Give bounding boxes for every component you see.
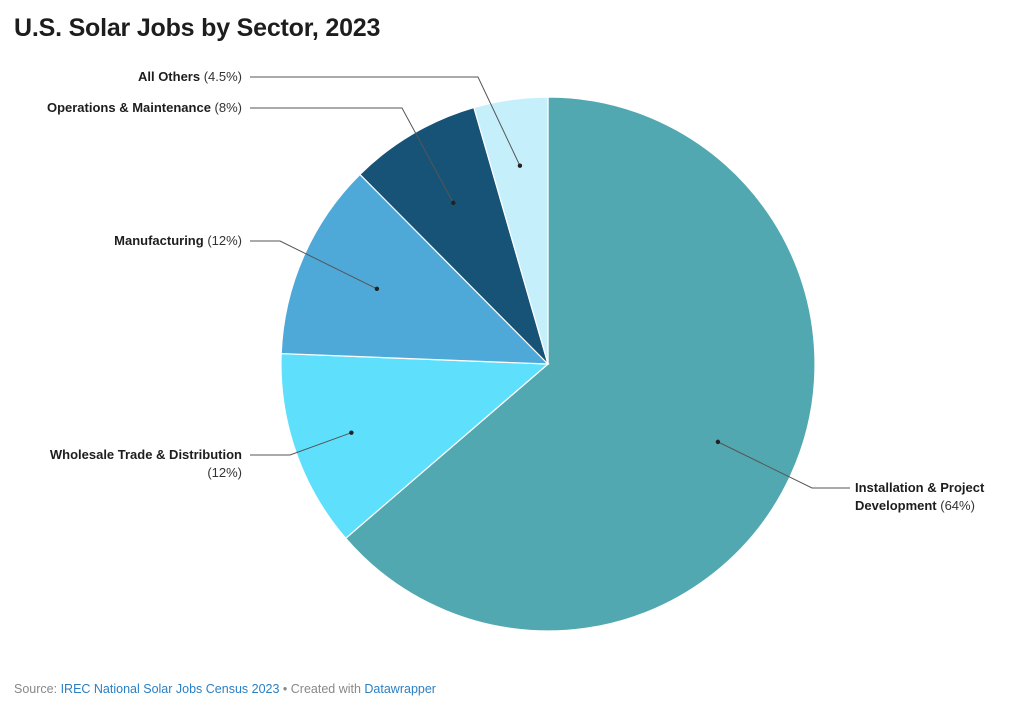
- leader-line-wholesale-trade-and-distribution: [250, 432, 352, 456]
- leader-line-all-others: [250, 76, 521, 166]
- chart-footer: Source: IREC National Solar Jobs Census …: [14, 682, 436, 696]
- leader-dot-manufacturing: [374, 286, 380, 291]
- leader-lines: [250, 76, 850, 489]
- pie-slice-installation-and-project-development[interactable]: [344, 96, 816, 632]
- leader-dot-installation-and-project-development: [715, 439, 721, 445]
- slice-label-wholesale-trade-and-distribution: Wholesale Trade & Distribution (12%): [50, 447, 242, 480]
- leader-dot-operations-and-maintenance: [451, 200, 456, 206]
- pie-slice-manufacturing[interactable]: [280, 173, 550, 365]
- datawrapper-link[interactable]: Datawrapper: [364, 682, 436, 696]
- slice-label-manufacturing: Manufacturing (12%): [114, 233, 242, 248]
- source-prefix: Source:: [14, 682, 61, 696]
- slice-label-all-others: All Others (4.5%): [138, 69, 242, 84]
- chart-title: U.S. Solar Jobs by Sector, 2023: [14, 14, 381, 42]
- pie-slice-operations-and-maintenance[interactable]: [359, 106, 549, 365]
- pie-slice-all-others[interactable]: [473, 96, 549, 365]
- footer-separator: • Created with: [279, 682, 365, 696]
- source-link[interactable]: IREC National Solar Jobs Census 2023: [60, 682, 280, 696]
- pie-slice-wholesale-trade-and-distribution[interactable]: [280, 352, 550, 540]
- pie-slices: [280, 96, 816, 632]
- leader-line-manufacturing: [250, 240, 378, 290]
- leader-line-operations-and-maintenance: [250, 107, 454, 204]
- slice-label-operations-and-maintenance: Operations & Maintenance (8%): [47, 100, 242, 115]
- slice-labels: Installation & Project Development (64%) W…: [47, 69, 985, 513]
- leader-dot-wholesale-trade-and-distribution: [349, 430, 354, 435]
- leader-dot-all-others: [517, 163, 523, 168]
- slice-label-installation-and-project-development: Installation & Project Development (64%): [855, 480, 985, 513]
- leader-line-installation-and-project-development: [717, 441, 850, 489]
